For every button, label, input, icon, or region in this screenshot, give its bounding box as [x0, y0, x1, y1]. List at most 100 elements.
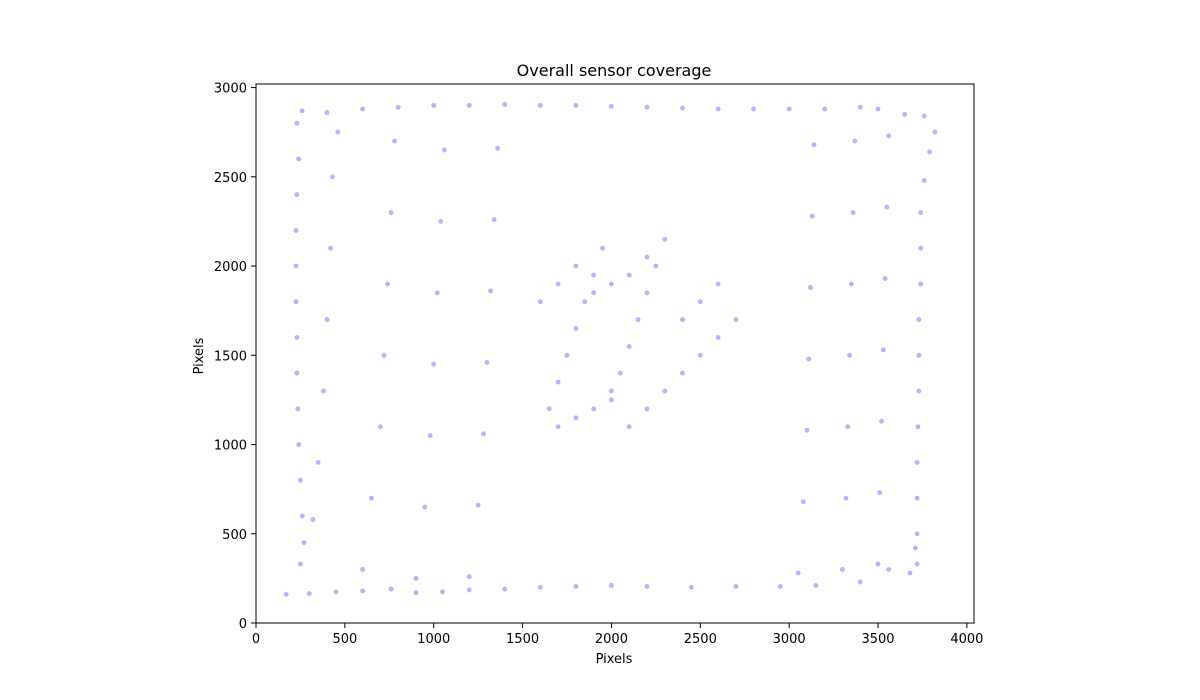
scatter-point: [573, 102, 579, 108]
scatter-point: [886, 133, 892, 139]
scatter-point: [697, 299, 703, 305]
scatter-point: [324, 110, 330, 116]
scatter-point: [360, 567, 366, 572]
scatter-point: [582, 299, 588, 305]
scatter-point: [915, 424, 921, 430]
scatter-point: [293, 299, 299, 305]
scatter-point: [662, 236, 668, 242]
scatter-point: [680, 105, 685, 111]
scatter-point: [466, 574, 472, 580]
scatter-point: [840, 567, 845, 572]
scatter-point: [324, 317, 330, 323]
scatter-point: [806, 356, 812, 362]
scatter-point: [608, 583, 614, 588]
scatter-point: [857, 104, 863, 110]
y-tick-label: 2000: [214, 260, 247, 275]
scatter-point: [555, 281, 561, 287]
x-tick-label: 3500: [861, 632, 894, 647]
scatter-point: [333, 589, 339, 595]
scatter-point: [715, 106, 721, 112]
scatter-point: [495, 145, 501, 151]
y-tick-label: 500: [222, 528, 247, 543]
scatter-point: [777, 583, 783, 589]
scatter-point: [395, 104, 401, 110]
scatter-point: [921, 113, 927, 119]
scatter-point: [294, 370, 300, 376]
scatter-point: [879, 418, 885, 424]
scatter-point: [491, 217, 497, 223]
scatter-point: [431, 102, 437, 108]
scatter-point: [296, 442, 302, 447]
scatter-point: [335, 129, 341, 135]
scatter-point: [293, 263, 299, 269]
scatter-point: [617, 370, 623, 376]
scatter-point: [294, 334, 300, 340]
scatter-point: [546, 406, 552, 412]
scatter-point: [680, 317, 685, 323]
scatter-point: [850, 210, 856, 215]
scatter-point: [626, 424, 632, 430]
scatter-point: [653, 263, 659, 269]
scatter-point: [537, 299, 543, 305]
scatter-point: [914, 495, 920, 501]
y-tick-label: 1500: [214, 349, 247, 364]
scatter-point: [481, 431, 486, 437]
scatter-point: [808, 285, 813, 290]
scatter-point: [295, 406, 301, 412]
scatter-point: [916, 317, 922, 323]
scatter-point: [845, 424, 851, 430]
scatter-point: [315, 459, 321, 465]
scatter-point: [294, 120, 300, 126]
y-tick-label: 3000: [214, 82, 247, 97]
scatter-point: [321, 388, 326, 394]
scatter-point: [875, 561, 881, 567]
scatter-point: [786, 106, 792, 112]
scatter-point: [886, 567, 892, 572]
scatter-point: [644, 254, 650, 260]
scatter-point: [715, 334, 721, 340]
scatter-point: [912, 545, 918, 551]
scatter-point: [809, 213, 815, 219]
scatter-point: [388, 210, 394, 215]
x-axis-label: Pixels: [596, 652, 633, 667]
scatter-point: [626, 272, 632, 278]
scatter-point: [918, 210, 924, 215]
scatter-point: [301, 540, 307, 546]
scatter-point: [537, 584, 543, 590]
x-tick-label: 2000: [595, 632, 628, 647]
scatter-point: [484, 359, 490, 365]
scatter-point: [916, 388, 922, 394]
chart-title: Overall sensor coverage: [517, 61, 712, 80]
scatter-point: [475, 502, 481, 508]
scatter-point: [573, 263, 579, 269]
y-tick-label: 0: [239, 617, 247, 632]
scatter-point: [427, 433, 433, 439]
scatter-point: [733, 317, 739, 323]
y-tick-label: 2500: [214, 171, 247, 186]
x-tick-label: 1500: [506, 632, 539, 647]
scatter-point: [388, 586, 394, 592]
scatter-point: [600, 245, 606, 251]
scatter-point: [441, 147, 447, 153]
scatter-point: [466, 102, 472, 108]
scatter-point: [440, 589, 446, 595]
scatter-point: [283, 591, 289, 597]
scatter-point: [381, 352, 387, 358]
scatter-point: [537, 102, 543, 108]
scatter-point: [488, 288, 494, 294]
scatter-point: [296, 156, 302, 162]
scatter-point: [688, 584, 694, 590]
scatter-point: [848, 281, 854, 287]
scatter-point: [299, 108, 305, 114]
scatter-point: [795, 570, 801, 576]
scatter-point: [573, 415, 579, 421]
scatter-point: [662, 388, 668, 394]
scatter-point: [875, 106, 881, 112]
scatter-point: [902, 111, 908, 117]
scatter-point: [921, 177, 927, 183]
y-axis-label: Pixels: [192, 337, 207, 374]
scatter-point: [573, 326, 579, 331]
scatter-point: [733, 583, 739, 589]
scatter-point: [914, 561, 920, 567]
scatter-point: [751, 106, 757, 112]
